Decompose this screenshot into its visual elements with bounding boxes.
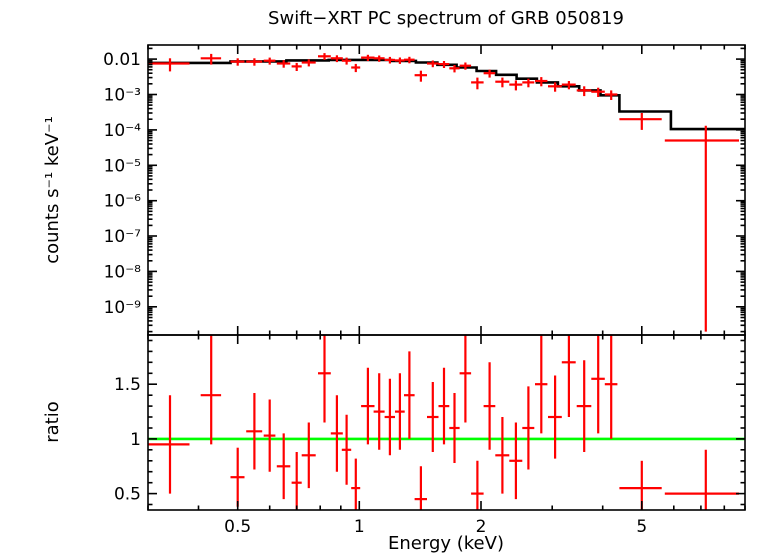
x-tick-label: 0.5 <box>224 517 251 537</box>
bottom-panel-frame <box>147 334 746 511</box>
top-y-tick-label: 10⁻⁶ <box>104 192 142 212</box>
top-y-tick-label: 10⁻³ <box>104 85 141 105</box>
top-y-tick-label: 10⁻⁷ <box>104 227 142 247</box>
plot-render-root: 0.5 1 2 5 0.01 10⁻³ 10⁻⁴ 10⁻⁵ 10⁻⁶ 10⁻⁷ 10⁻⁸ 10⁻⁹ 0.… <box>103 44 746 537</box>
top-y-tick-label: 10⁻⁴ <box>104 121 142 141</box>
panel-frames <box>147 44 746 511</box>
top-y-tick-label: 0.01 <box>103 50 141 70</box>
top-panel-frame <box>147 44 746 336</box>
top-y-tick-label: 10⁻⁹ <box>104 298 142 318</box>
tick-labels: 0.5 1 2 5 0.01 10⁻³ 10⁻⁴ 10⁻⁵ 10⁻⁶ 10⁻⁷ 10⁻⁸ 10⁻⁹ 0.… <box>103 50 647 537</box>
bottom-panel-data <box>148 335 745 510</box>
bottom-y-tick-label: 1 <box>130 430 141 450</box>
x-tick-label: 1 <box>354 517 365 537</box>
x-axis-label: Energy (keV) <box>388 533 504 554</box>
x-tick-label: 2 <box>476 517 487 537</box>
x-tick-label: 5 <box>636 517 647 537</box>
axis-ticks <box>147 45 746 510</box>
top-y-tick-label: 10⁻⁵ <box>104 156 141 176</box>
bottom-y-tick-label: 0.5 <box>114 485 141 505</box>
bottom-y-axis-label: ratio <box>42 401 63 443</box>
top-panel-data <box>148 53 745 332</box>
top-y-tick-label: 10⁻⁸ <box>104 262 142 282</box>
chart-title: Swift−XRT PC spectrum of GRB 050819 <box>268 8 624 29</box>
bottom-y-tick-label: 1.5 <box>114 375 141 395</box>
top-y-axis-label: counts s⁻¹ keV⁻¹ <box>42 116 63 264</box>
